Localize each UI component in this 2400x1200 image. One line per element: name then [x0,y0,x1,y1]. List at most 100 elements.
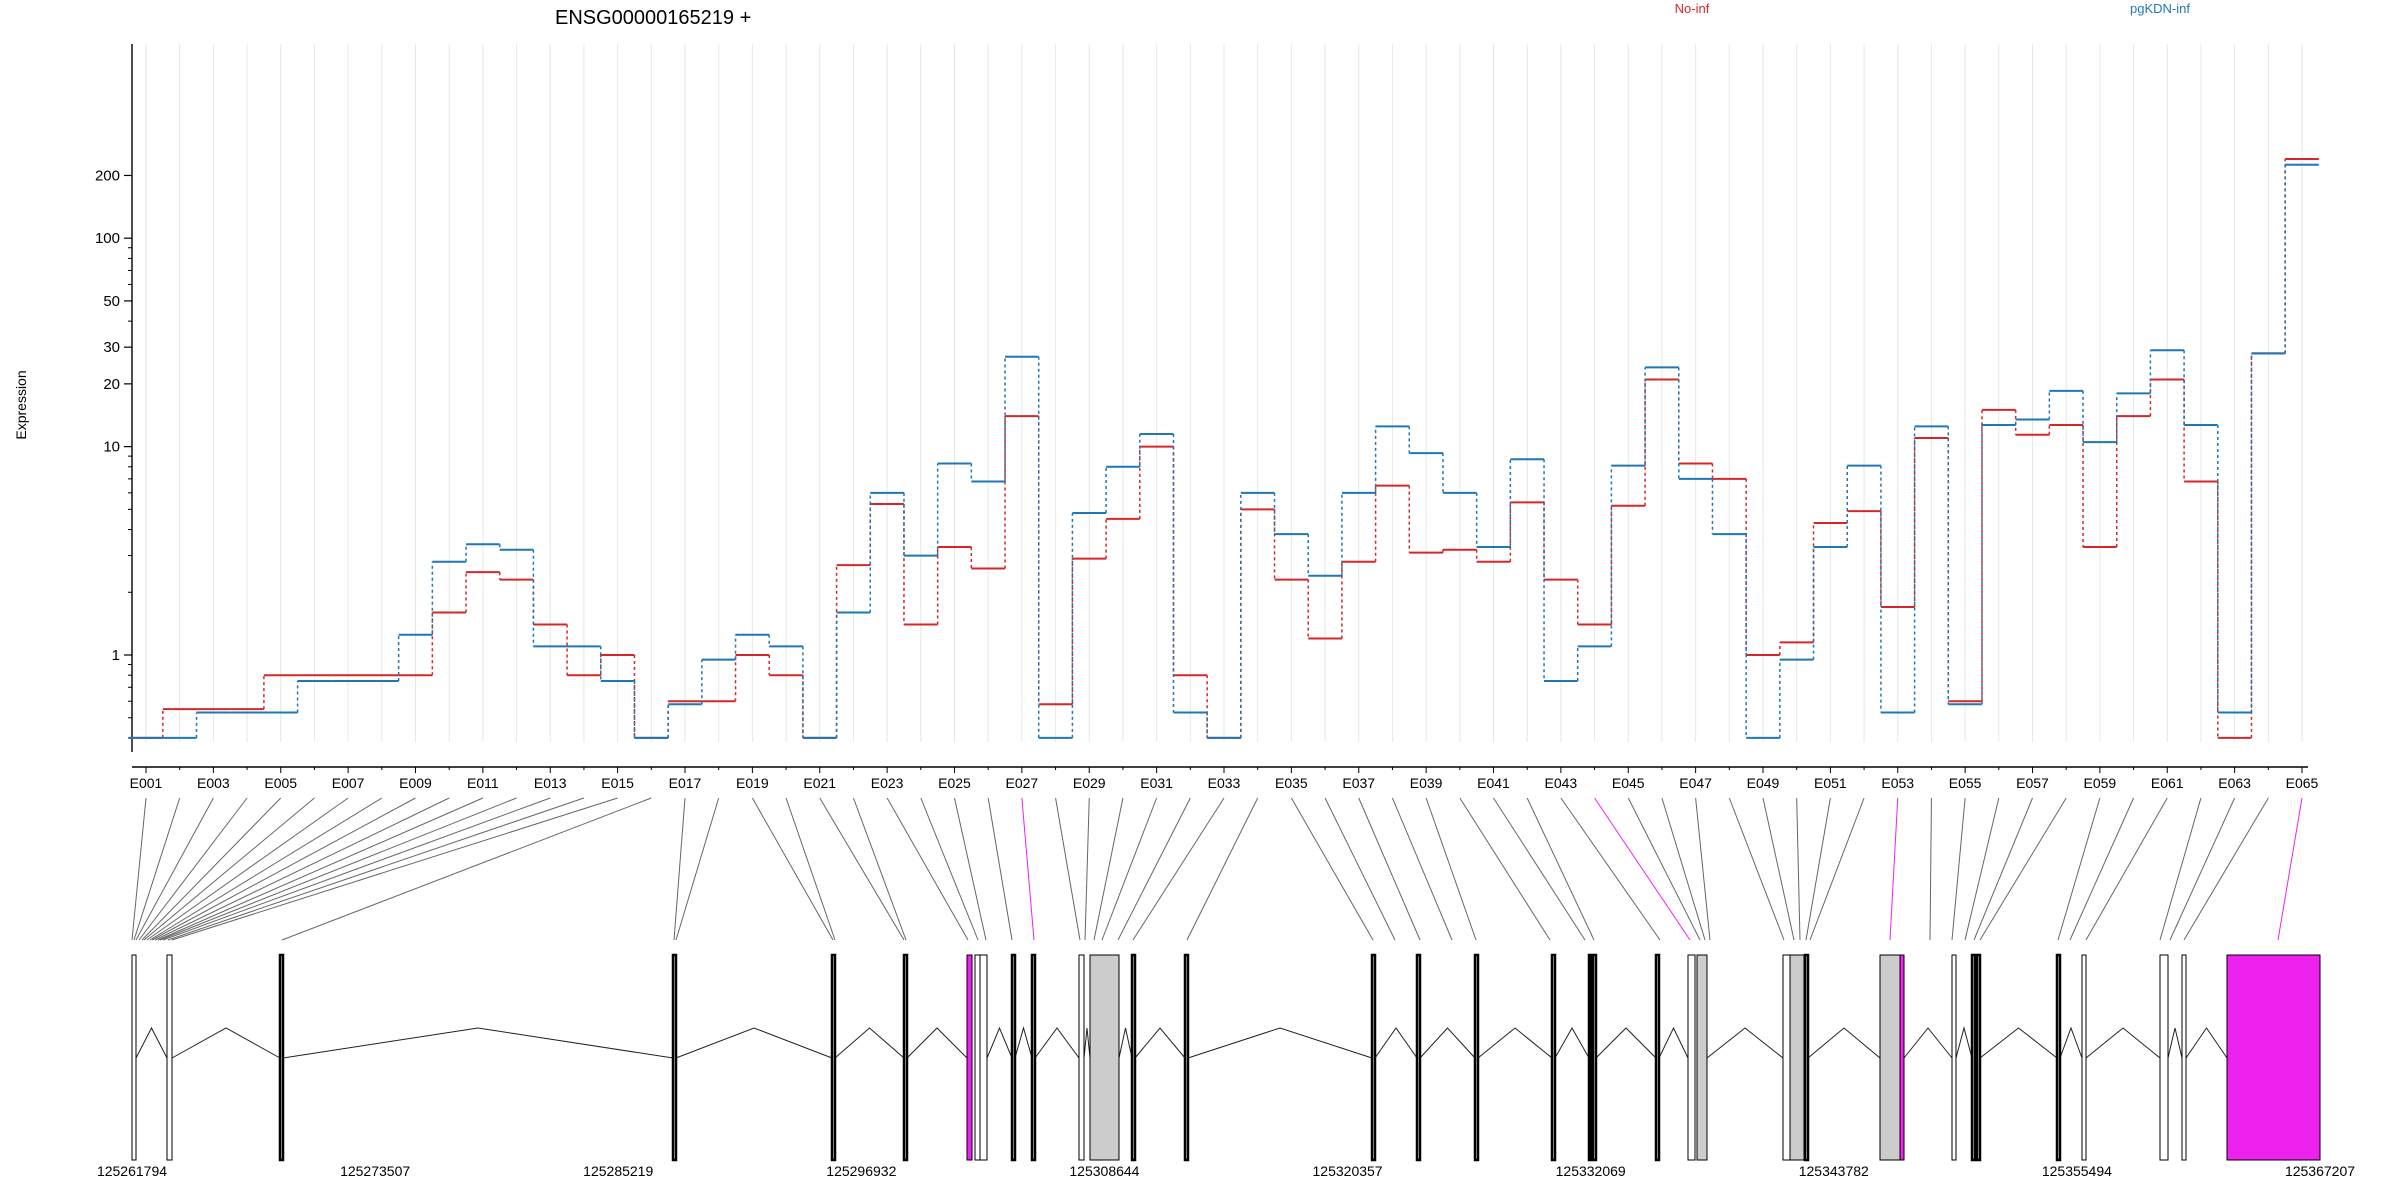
exon-body [2081,954,2087,1161]
connector-E014 [167,797,585,941]
exon-body [1473,953,1480,1162]
connector-E010 [154,797,450,941]
legend-pgkdn-inf: pgKDN-inf [2130,1,2190,16]
x-tick-label-E035: E035 [1275,775,1308,791]
connector-E059 [2057,797,2101,941]
exon-body [1130,953,1137,1162]
intron [1118,1027,1133,1059]
intron [1014,1026,1033,1059]
connector-E018 [675,797,720,941]
connector-E061 [2085,797,2168,941]
x-tick-label-E033: E033 [1208,775,1241,791]
connector-E024 [920,797,979,941]
exon-body [1951,954,1957,1161]
connector-E042 [1526,797,1595,941]
connector-E047 [1695,797,1711,941]
x-tick-label-E039: E039 [1410,775,1443,791]
connector-E062 [2159,797,2202,941]
exon-body [1010,953,1017,1162]
x-tick-label-E063: E063 [2218,775,2251,791]
intron [1979,1027,2058,1059]
intron [1706,1027,1784,1059]
x-tick-labels: E001 E003 E005 E007 E009 E011 E013 E015 E017 E019… [130,767,2319,791]
x-tick-label-E013: E013 [534,775,567,791]
connector-E045 [1627,797,1701,941]
y-tick-label: 1 [112,647,120,664]
series-pgKDN-inf [129,163,2319,739]
exon-body [131,954,137,1161]
connector-E064 [2183,797,2269,941]
connector-E035 [1290,797,1374,941]
intron [171,1027,281,1059]
x-tick-label-E055: E055 [1949,775,1982,791]
exon-body [966,954,973,1161]
y-axis-label: Expression [13,370,29,439]
legend-no-inf: No-inf [1675,1,1710,16]
gene-model [131,953,2321,1162]
coordinate-label: 125261794 [97,1163,167,1179]
x-tick-label-E003: E003 [197,775,230,791]
connector-E023 [886,797,969,941]
intron [2185,1027,2228,1059]
exon-body [1415,953,1422,1162]
connector-E009 [151,797,416,941]
y-tick-label: 100 [95,230,120,247]
connector-E002 [133,797,181,941]
x-tick-label-E015: E015 [601,775,634,791]
exon-body [1089,954,1120,1161]
x-tick-label-E005: E005 [264,775,297,791]
exon-body [1789,954,1805,1161]
connector-E011 [157,797,484,941]
grid-lines [145,44,2303,742]
intron [1034,1027,1080,1059]
y-tick-label: 50 [103,293,120,310]
exon-body [1970,953,1977,1162]
exon-body [1591,953,1598,1162]
exon-body [830,953,837,1162]
intron [1955,1026,1973,1059]
x-tick-label-E037: E037 [1342,775,1375,791]
exon-body [1550,953,1557,1162]
coordinate-label: 125320357 [1313,1163,1383,1179]
exon-body [1078,954,1085,1161]
intron [1658,1026,1689,1059]
exon-body [1899,954,1905,1161]
exon-body [2159,954,2169,1161]
x-tick-label-E065: E065 [2286,775,2319,791]
x-tick-label-E001: E001 [130,775,163,791]
exon-body [1696,954,1708,1161]
connector-E030 [1093,797,1124,941]
connector-E044 [1594,797,1691,941]
intron [1477,1027,1553,1059]
exon-body [1803,953,1810,1162]
connector-E020 [785,797,836,941]
connector-E040 [1459,797,1551,941]
coordinate-label: 125343782 [1799,1163,1869,1179]
connector-E041 [1493,797,1586,941]
intron [1903,1027,1953,1059]
connector-E056 [1964,797,2000,941]
coordinate-label: 125367207 [2285,1163,2355,1179]
connector-E004 [138,797,248,941]
y-tick-label: 200 [95,167,120,184]
intron [906,1027,968,1059]
connector-E019 [751,797,834,941]
series-lines [129,157,2319,739]
coordinate-label: 125355494 [2042,1163,2112,1179]
connector-E026 [987,797,1013,941]
connector-E001 [131,797,147,941]
x-tick-label-E049: E049 [1747,775,1780,791]
x-tick-label-E059: E059 [2084,775,2117,791]
connector-E038 [1391,797,1453,941]
connector-E013 [162,797,551,941]
intron [1554,1026,1590,1059]
intron [675,1027,833,1059]
x-tick-label-E057: E057 [2016,775,2049,791]
x-tick-label-E019: E019 [736,775,769,791]
x-tick-label-E051: E051 [1814,775,1847,791]
connector-E055 [1951,797,1966,941]
connector-E012 [159,797,517,941]
connector-E031 [1101,797,1158,941]
intron [1134,1027,1186,1059]
exon-body [1587,953,1593,1162]
